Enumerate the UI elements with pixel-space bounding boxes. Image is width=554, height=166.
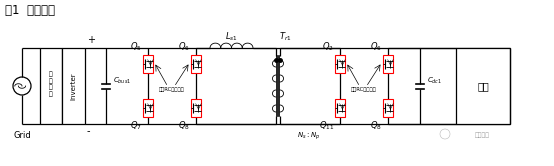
Text: $Q_5$: $Q_5$ xyxy=(130,41,142,53)
Bar xyxy=(143,55,153,73)
Text: $T_{r1}$: $T_{r1}$ xyxy=(279,31,291,43)
Text: $Q_8$: $Q_8$ xyxy=(178,119,190,131)
Bar xyxy=(383,55,393,73)
Text: $Q_6$: $Q_6$ xyxy=(370,41,382,53)
Text: 电动学堂: 电动学堂 xyxy=(475,132,490,138)
Text: 副边RC吸收电路: 副边RC吸收电路 xyxy=(159,87,185,92)
Text: +: + xyxy=(87,35,95,45)
Bar xyxy=(191,99,201,117)
Bar xyxy=(143,99,153,117)
Text: $C_{dc1}$: $C_{dc1}$ xyxy=(427,76,442,86)
Text: Grid: Grid xyxy=(13,131,31,140)
Text: $Q_8$: $Q_8$ xyxy=(370,119,382,131)
Bar xyxy=(40,48,62,124)
Text: $C_{bus1}$: $C_{bus1}$ xyxy=(113,76,131,86)
Text: $Q_2$: $Q_2$ xyxy=(322,41,334,53)
Text: -: - xyxy=(87,126,90,136)
Text: 原边RC吸收电路: 原边RC吸收电路 xyxy=(351,87,377,92)
Bar xyxy=(383,99,393,117)
Text: 图1  实验拓扑: 图1 实验拓扑 xyxy=(5,4,55,17)
Text: $L_{s1}$: $L_{s1}$ xyxy=(225,31,238,43)
Bar xyxy=(191,55,201,73)
Bar xyxy=(335,55,345,73)
Text: $Q_6$: $Q_6$ xyxy=(178,41,190,53)
Bar xyxy=(62,48,85,124)
Text: 储
能
滤
波: 储 能 滤 波 xyxy=(49,71,53,97)
Text: $N_s:N_p$: $N_s:N_p$ xyxy=(297,131,321,142)
Text: $Q_7$: $Q_7$ xyxy=(130,119,142,131)
Text: Inverter: Inverter xyxy=(70,72,76,100)
Text: 电池: 电池 xyxy=(477,81,489,91)
Text: $Q_{11}$: $Q_{11}$ xyxy=(319,119,334,131)
Bar xyxy=(456,48,510,124)
Bar xyxy=(335,99,345,117)
